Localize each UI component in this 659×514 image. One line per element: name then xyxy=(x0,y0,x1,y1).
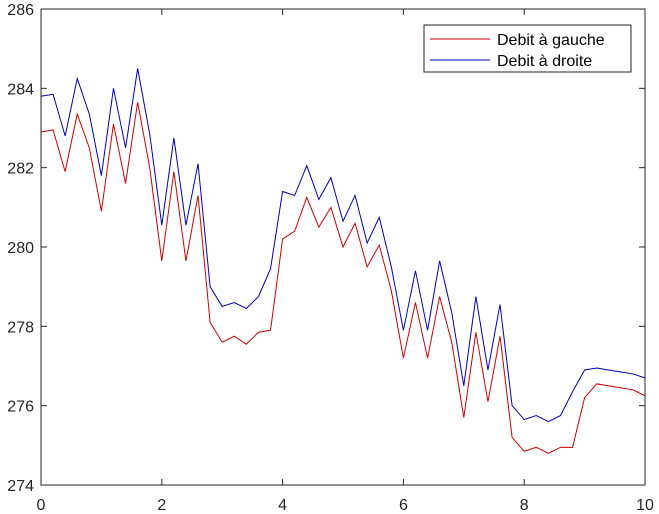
x-tick-label: 0 xyxy=(37,497,46,514)
y-tick-label: 276 xyxy=(7,399,34,416)
x-tick-label: 4 xyxy=(278,497,287,514)
y-tick-label: 278 xyxy=(7,319,34,336)
legend-label-debit-droite: Debit à droite xyxy=(497,53,592,70)
axis-ticks xyxy=(40,8,646,486)
legend: Debit à gauche Debit à droite xyxy=(423,24,632,73)
legend-label-debit-gauche: Debit à gauche xyxy=(497,32,605,49)
y-tick-label: 274 xyxy=(7,478,34,495)
x-tick-label: 10 xyxy=(636,497,654,514)
x-axis-tick-labels: 0 2 4 6 8 10 xyxy=(37,497,654,514)
y-axis-tick-labels: 274 276 278 280 282 284 286 xyxy=(7,2,34,495)
y-tick-label: 284 xyxy=(7,81,34,98)
y-tick-label: 282 xyxy=(7,161,34,178)
series-line-0 xyxy=(40,102,646,454)
legend-box xyxy=(423,24,632,73)
series-layer xyxy=(40,68,646,454)
x-tick-label: 8 xyxy=(520,497,529,514)
y-tick-label: 280 xyxy=(7,240,34,257)
x-tick-label: 2 xyxy=(157,497,166,514)
series-line-1 xyxy=(40,68,646,423)
x-tick-label: 6 xyxy=(399,497,408,514)
y-tick-label: 286 xyxy=(7,2,34,19)
